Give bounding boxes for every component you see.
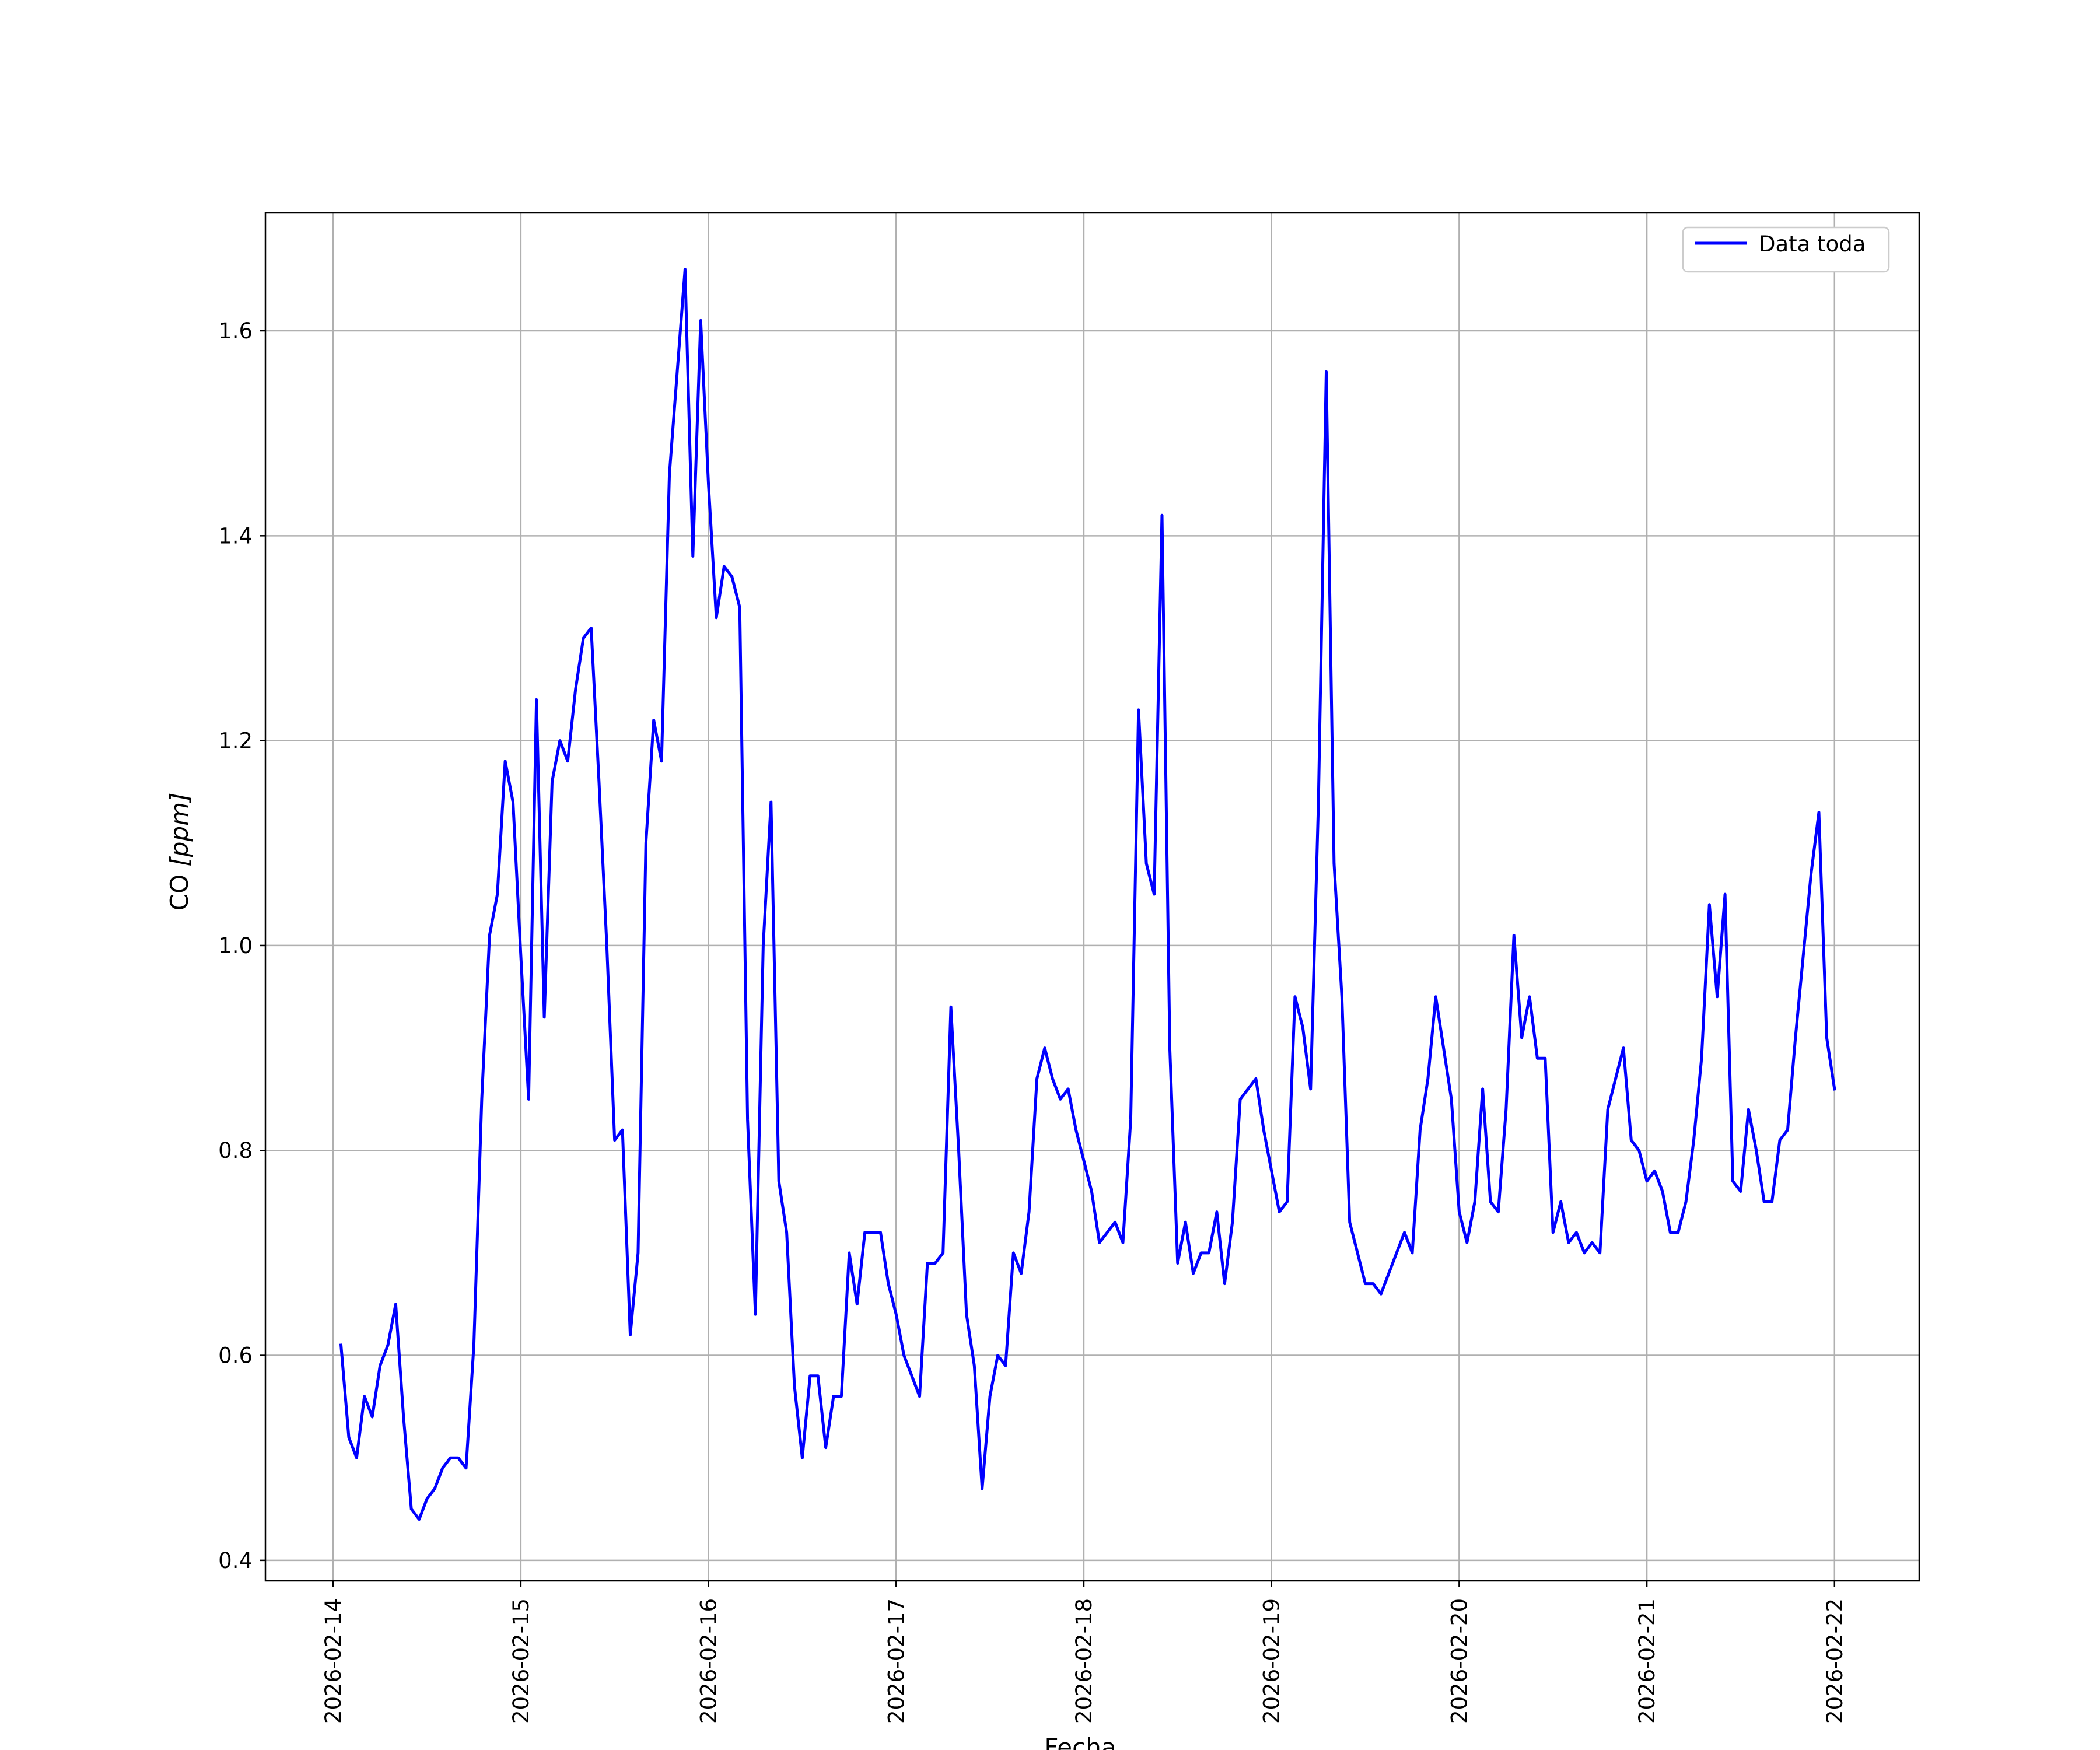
axis-ticks: 2026-02-14 2026-02-15 2026-02-16 2026-02-17… [218, 318, 1847, 1724]
y-tick-label: 0.8 [218, 1138, 253, 1163]
x-tick-label: 2026-02-14 [321, 1598, 346, 1724]
x-tick-label: 2026-02-21 [1634, 1598, 1660, 1724]
y-tick-label: 1.6 [218, 318, 253, 344]
x-tick-label: 2026-02-16 [696, 1598, 722, 1724]
plot-area-frame [264, 212, 1920, 1582]
x-tick-label: 2026-02-18 [1072, 1598, 1097, 1724]
series-layer [339, 268, 1836, 1521]
legend-label-data-toda: Data toda [1759, 232, 1866, 257]
y-tick-label: 0.4 [218, 1548, 253, 1573]
y-axis-label-quantity: CO [165, 867, 194, 911]
x-axis-label: Fecha [1044, 1733, 1116, 1750]
x-tick-label: 2026-02-15 [509, 1598, 534, 1724]
series-line-data-toda [339, 268, 1836, 1521]
y-tick-label: 1.2 [218, 729, 253, 754]
y-axis-label: CO [ppm] [165, 793, 194, 911]
x-tick-label: 2026-02-17 [884, 1598, 909, 1724]
x-tick-label: 2026-02-22 [1822, 1598, 1847, 1724]
y-axis-label-unit: [ppm] [165, 793, 194, 867]
x-tick-label: 2026-02-19 [1259, 1598, 1284, 1724]
y-tick-label: 1.4 [218, 523, 253, 548]
y-tick-label: 1.0 [218, 933, 253, 958]
legend: Data toda [1682, 226, 1890, 273]
legend-box [1682, 226, 1890, 273]
y-tick-label: 0.6 [218, 1343, 253, 1368]
grid-lines [265, 213, 1919, 1581]
x-tick-label: 2026-02-20 [1447, 1598, 1472, 1724]
